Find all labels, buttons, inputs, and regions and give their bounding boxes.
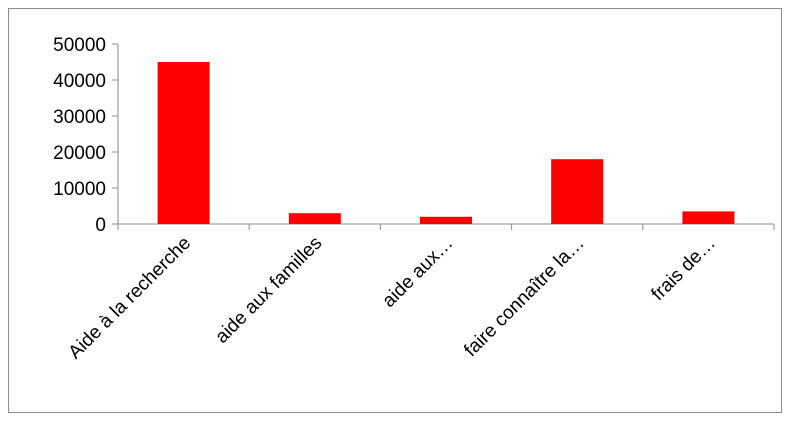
bar <box>551 159 604 224</box>
y-tick-label: 30000 <box>53 107 106 128</box>
x-category-label: aide aux… <box>378 233 457 312</box>
bar <box>157 62 210 224</box>
y-tick-label: 0 <box>95 215 106 236</box>
y-tick-label: 10000 <box>53 179 106 200</box>
y-tick-label: 20000 <box>53 143 106 164</box>
chart-axes <box>117 44 775 230</box>
x-category-label: frais de… <box>648 233 720 305</box>
bar <box>420 216 472 224</box>
x-category-label: faire connaître la… <box>460 233 588 361</box>
chart-frame <box>8 8 782 413</box>
bar <box>682 211 735 224</box>
y-axis-ticks: 0 10000 20000 30000 40000 50000 <box>53 35 118 236</box>
x-category-label: Aide à la recherche <box>65 233 196 364</box>
x-category-label: aide aux familles <box>211 233 326 348</box>
bars <box>157 62 735 224</box>
y-tick-label: 40000 <box>53 71 106 92</box>
bar <box>288 213 341 224</box>
y-tick-label: 50000 <box>53 35 106 56</box>
x-axis-labels: Aide à la recherche aide aux familles aide… <box>65 233 720 364</box>
